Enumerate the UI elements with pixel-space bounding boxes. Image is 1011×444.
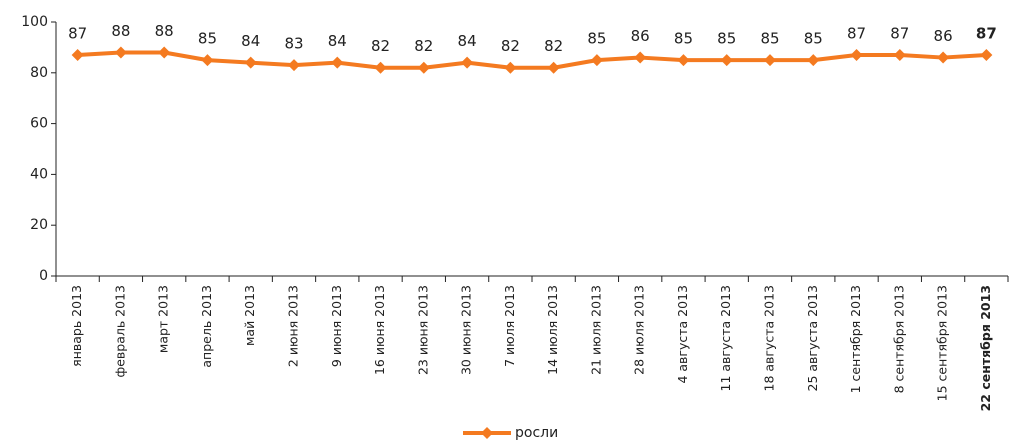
- x-tick-label: 30 июня 2013: [459, 285, 474, 375]
- x-tick-label: 22 сентября 2013: [978, 285, 993, 411]
- value-label: 88: [155, 22, 174, 40]
- marker: [331, 56, 344, 69]
- marker: [158, 46, 171, 59]
- x-tick-label: 21 июля 2013: [588, 285, 603, 375]
- marker: [547, 61, 560, 74]
- value-label: 88: [111, 22, 130, 40]
- x-tick-label: 11 августа 2013: [718, 285, 733, 391]
- x-tick-label: февраль 2013: [112, 285, 127, 377]
- marker: [374, 61, 387, 74]
- x-tick-label: 2 июня 2013: [286, 285, 301, 367]
- value-label: 87: [890, 25, 909, 43]
- x-tick-label: май 2013: [242, 285, 257, 346]
- marker: [461, 56, 474, 69]
- x-tick-label: 9 июня 2013: [329, 285, 344, 367]
- marker: [677, 54, 690, 67]
- value-label: 85: [717, 30, 736, 48]
- x-tick-label: 15 сентября 2013: [935, 285, 950, 401]
- x-tick-label: 25 августа 2013: [805, 285, 820, 391]
- x-tick-label: 4 августа 2013: [675, 285, 690, 384]
- x-tick-label: 18 августа 2013: [762, 285, 777, 391]
- line: [77, 50, 987, 70]
- value-label: 84: [328, 32, 347, 50]
- x-tick-label: 16 июня 2013: [372, 285, 387, 375]
- marker: [590, 54, 603, 67]
- x-tick-label: март 2013: [156, 285, 171, 353]
- marker: [720, 54, 733, 67]
- y-tick-label: 20: [30, 217, 48, 233]
- y-tick-label: 80: [30, 65, 48, 81]
- x-tick-label: апрель 2013: [199, 285, 214, 368]
- value-label: 82: [544, 37, 563, 55]
- value-label: 84: [458, 32, 477, 50]
- y-tick-label: 40: [30, 166, 48, 182]
- value-label: 82: [501, 37, 520, 55]
- marker: [980, 49, 993, 62]
- x-tick-label: январь 2013: [69, 285, 84, 367]
- value-label: 82: [371, 37, 390, 55]
- y-tick-label: 0: [39, 268, 48, 284]
- value-label: 82: [414, 37, 433, 55]
- value-label: 87: [976, 25, 997, 43]
- x-tick-label: 7 июля 2013: [502, 285, 517, 367]
- value-label: 85: [760, 30, 779, 48]
- marker: [114, 46, 127, 59]
- marker: [244, 56, 257, 69]
- x-tick-label: 1 сентября 2013: [848, 285, 863, 393]
- marker: [764, 54, 776, 67]
- x-tick-label: 8 сентября 2013: [891, 285, 906, 393]
- value-label: 87: [847, 25, 866, 43]
- value-label: 85: [804, 30, 823, 48]
- x-tick-label: 23 июня 2013: [415, 285, 430, 375]
- y-tick-label: 100: [21, 14, 48, 30]
- marker: [417, 61, 430, 74]
- marker: [850, 49, 863, 62]
- value-label: 85: [674, 30, 693, 48]
- value-label: 87: [68, 25, 87, 43]
- value-label: 86: [631, 27, 650, 45]
- y-tick-label: 60: [30, 116, 48, 132]
- marker: [71, 49, 84, 62]
- marker: [288, 59, 300, 72]
- value-label: 83: [284, 35, 303, 53]
- value-label: 85: [587, 30, 606, 48]
- value-label: 86: [934, 27, 953, 45]
- value-label: 85: [198, 30, 217, 48]
- legend-marker: [481, 427, 493, 439]
- marker: [504, 61, 517, 74]
- marker: [634, 51, 647, 64]
- x-tick-label: 14 июля 2013: [545, 285, 560, 375]
- value-label: 84: [241, 32, 260, 50]
- marker: [807, 54, 820, 67]
- marker: [893, 49, 906, 62]
- legend-label: росли: [515, 425, 558, 441]
- marker: [937, 51, 950, 64]
- x-tick-label: 28 июля 2013: [632, 285, 647, 375]
- marker: [201, 54, 214, 67]
